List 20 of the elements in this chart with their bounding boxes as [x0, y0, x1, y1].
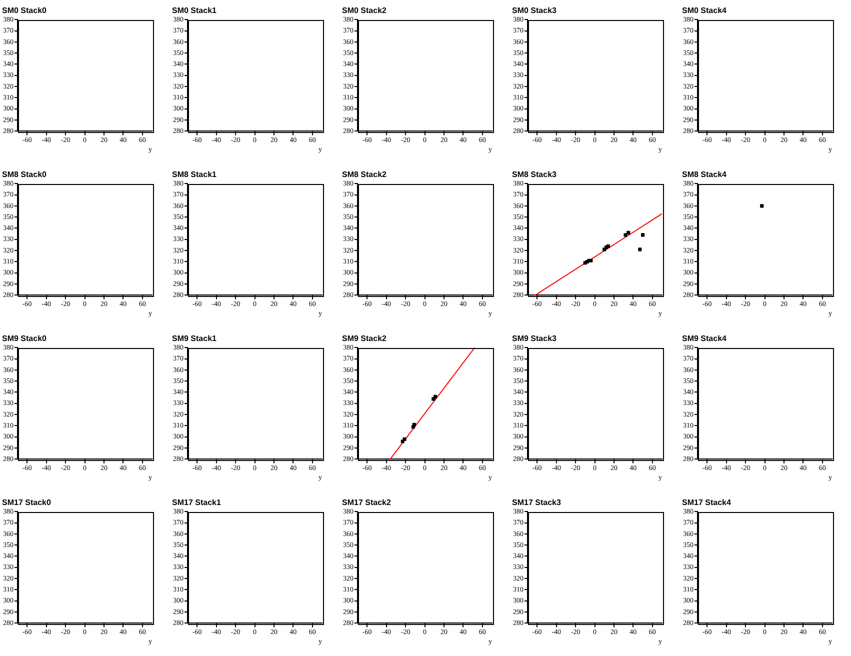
- chart-title: SM8 Stack0: [2, 170, 48, 180]
- chart-title: SM9 Stack2: [342, 334, 388, 344]
- chart-title: SM17 Stack4: [682, 498, 732, 508]
- chart-title: SM0 Stack3: [512, 6, 558, 16]
- chart-title: SM9 Stack0: [2, 334, 48, 344]
- chart-title: SM8 Stack2: [342, 170, 388, 180]
- chart-title: SM0 Stack4: [682, 6, 728, 16]
- chart-title: SM17 Stack3: [512, 498, 562, 508]
- chart-title: SM0 Stack2: [342, 6, 388, 16]
- chart-title: SM0 Stack0: [2, 6, 48, 16]
- chart-title: SM8 Stack4: [682, 170, 728, 180]
- chart-title: SM8 Stack3: [512, 170, 558, 180]
- chart-title: SM9 Stack3: [512, 334, 558, 344]
- chart-title: SM0 Stack1: [172, 6, 218, 16]
- chart-title: SM17 Stack2: [342, 498, 392, 508]
- chart-title: SM17 Stack0: [2, 498, 52, 508]
- chart-title: SM9 Stack1: [172, 334, 218, 344]
- chart-title: SM8 Stack1: [172, 170, 218, 180]
- chart-title: SM9 Stack4: [682, 334, 728, 344]
- chart-title: SM17 Stack1: [172, 498, 222, 508]
